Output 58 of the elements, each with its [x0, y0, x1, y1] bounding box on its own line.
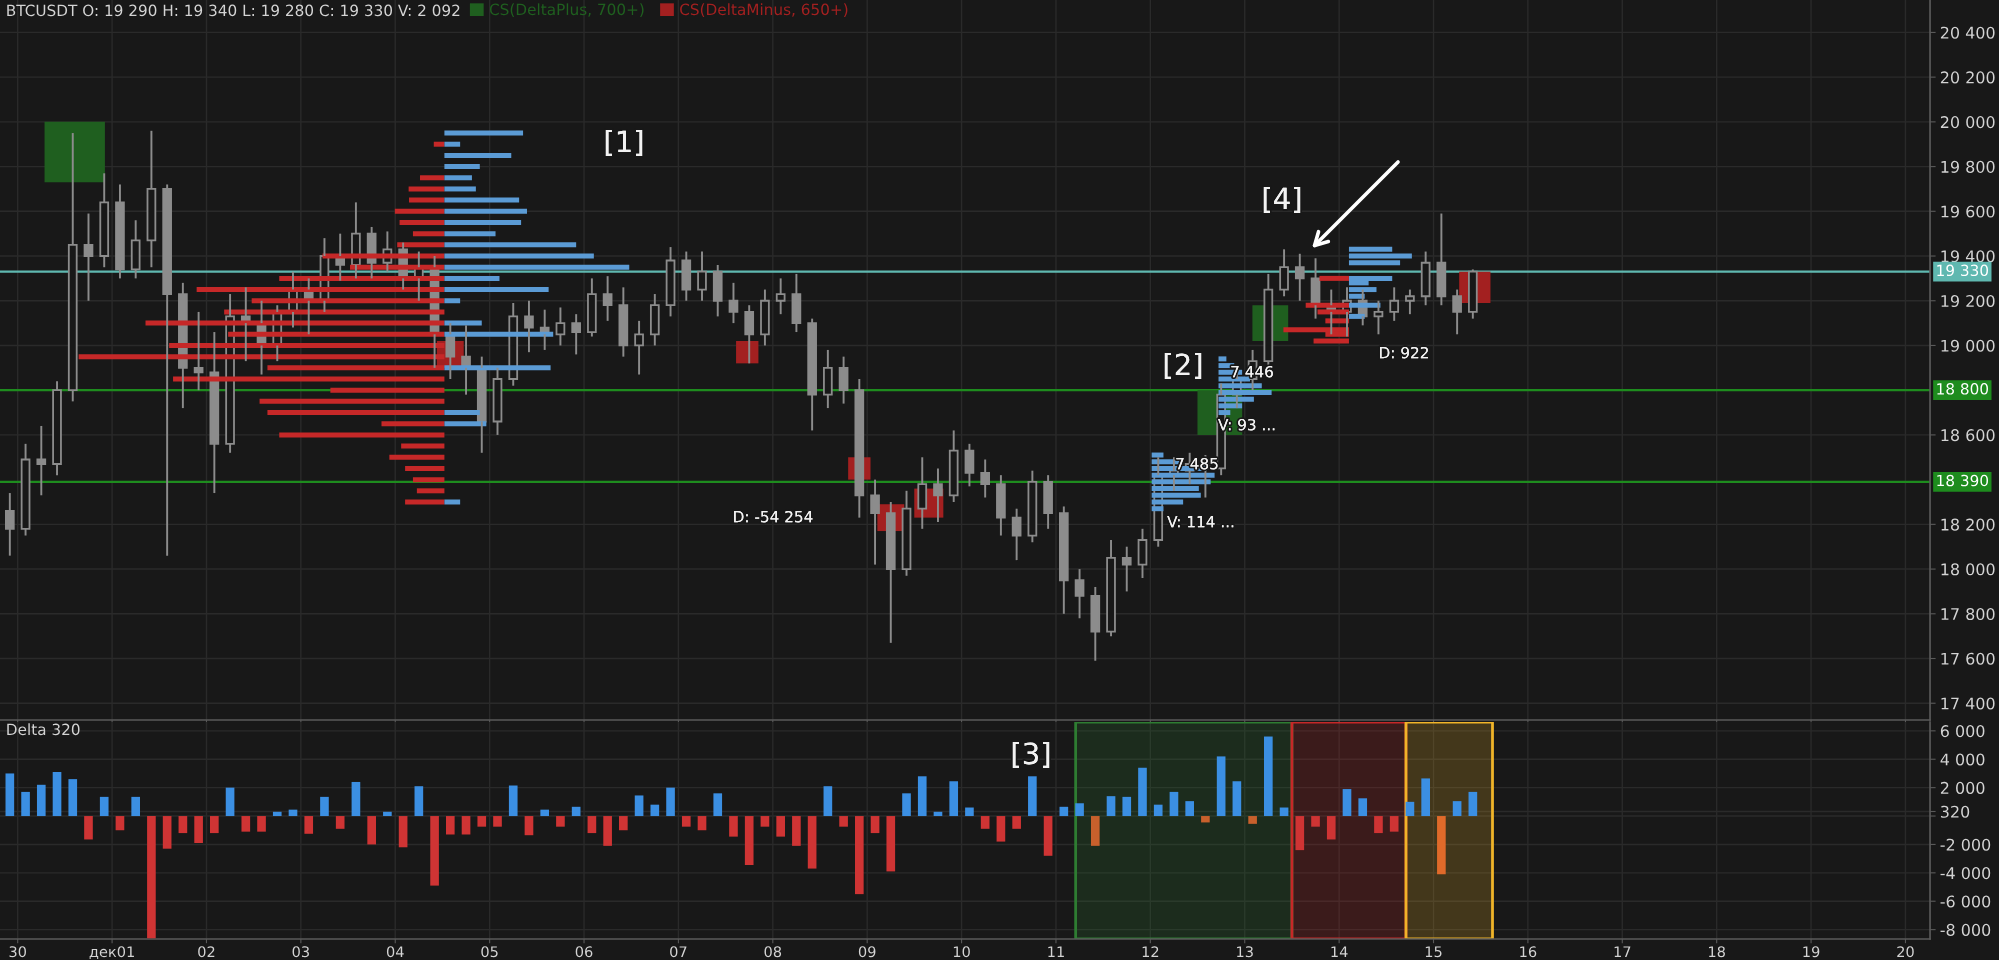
legend-label: CS(DeltaPlus, 700+) [489, 3, 644, 17]
y-tick-label: 4 000 [1940, 753, 1985, 766]
y-tick-label: 320 [1940, 805, 1970, 818]
y-tick-label: -6 000 [1940, 895, 1991, 908]
x-tick-label: 11 [1048, 946, 1064, 958]
ref-line-label: 18 800 [1937, 383, 1989, 395]
annotation: [3] [1012, 741, 1050, 768]
y-tick-label: 2 000 [1940, 781, 1985, 794]
x-tick-label: 06 [575, 946, 593, 958]
y-tick-label: -8 000 [1940, 923, 1991, 936]
annotation: V: 114 ... [1167, 516, 1234, 528]
y-tick-label: 20 400 [1940, 26, 1995, 39]
x-tick-label: 20 [1897, 946, 1914, 958]
y-tick-label: -2 000 [1940, 838, 1991, 851]
x-tick-label: 10 [953, 946, 970, 958]
y-tick-label: 20 200 [1940, 71, 1995, 84]
y-tick-label: -4 000 [1940, 867, 1991, 880]
x-tick-label: 03 [292, 946, 309, 958]
x-tick-label: 04 [386, 946, 404, 958]
y-tick-label: 19 600 [1941, 205, 1995, 218]
x-tick-label: 08 [764, 946, 782, 958]
y-tick-label: 17 400 [1941, 697, 1995, 710]
x-tick-label: 15 [1425, 946, 1442, 958]
chart-title: BTCUSDT O: 19 290 H: 19 340 L: 19 280 C: 19 330 V: 2 092 [7, 4, 460, 17]
y-tick-label: 18 000 [1941, 563, 1995, 576]
x-tick-label: дек01 [89, 946, 134, 960]
y-tick-label: 6 000 [1940, 725, 1985, 738]
y-tick-label: 17 600 [1941, 652, 1995, 665]
annotation: [2] [1164, 352, 1202, 379]
x-tick-label: 17 [1614, 946, 1631, 958]
x-tick-label: 19 [1803, 946, 1820, 958]
ref-line-label: 18 390 [1937, 474, 1989, 487]
x-tick-label: 05 [481, 946, 498, 958]
annotation: V: 93 ... [1218, 418, 1275, 431]
x-tick-label: 16 [1520, 946, 1537, 958]
y-tick-label: 18 200 [1941, 518, 1995, 531]
x-tick-label: 18 [1709, 946, 1725, 958]
chart-title: Delta 320 [7, 723, 80, 736]
annotation: [1] [605, 129, 643, 156]
y-tick-label: 19 000 [1941, 339, 1995, 352]
y-tick-label: 19 800 [1941, 160, 1995, 173]
annotation: D: 922 [1380, 346, 1428, 359]
x-tick-label: 14 [1331, 946, 1348, 958]
x-tick-label: 09 [858, 946, 876, 958]
y-tick-label: 19 400 [1941, 250, 1995, 263]
x-tick-label: 02 [198, 946, 215, 958]
x-tick-label: 30 [9, 946, 27, 958]
annotation: [4] [1263, 186, 1301, 213]
x-tick-label: 13 [1237, 946, 1253, 958]
legend-label: CS(DeltaMinus, 650+) [680, 3, 848, 17]
y-tick-label: 20 000 [1940, 116, 1995, 129]
annotation: D: -54 254 [734, 510, 813, 523]
y-tick-label: 17 800 [1941, 608, 1995, 621]
y-tick-label: 18 600 [1941, 429, 1995, 442]
x-tick-label: 12 [1142, 946, 1159, 958]
x-tick-label: 07 [670, 946, 687, 958]
y-tick-label: 19 200 [1941, 294, 1995, 308]
ref-line-label: 19 330 [1937, 264, 1989, 277]
